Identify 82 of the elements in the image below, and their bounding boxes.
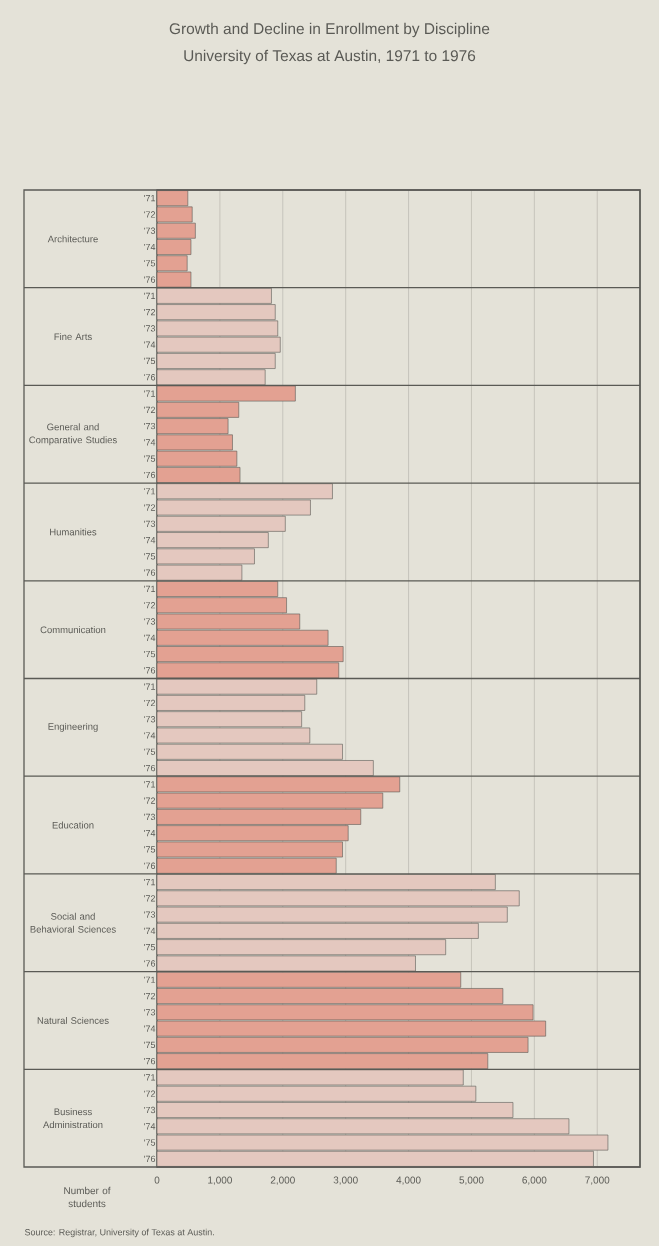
text: '71	[144, 781, 156, 788]
text: '75	[144, 944, 156, 951]
series-label: '74	[144, 243, 156, 251]
text: '76	[144, 1155, 156, 1163]
x-tick-label: 5,000	[459, 1176, 484, 1185]
text: '76	[144, 764, 156, 772]
text: '74	[144, 1025, 156, 1032]
chart-title: Growth and Decline in Enrollment by Discipline	[169, 22, 490, 38]
text: '75	[144, 748, 156, 755]
series-label: '75	[144, 260, 156, 267]
text: '76	[144, 960, 156, 967]
text: '72	[144, 504, 156, 511]
y-tick-label: Fine Arts	[54, 333, 92, 341]
y-tick-label: Architecture	[47, 235, 98, 243]
text: '74	[144, 634, 156, 641]
text: '72	[144, 895, 156, 902]
text: '71	[144, 390, 156, 397]
x-tick-label: 2,000	[270, 1176, 295, 1185]
text: '74	[144, 1123, 156, 1130]
text: '73	[144, 716, 156, 723]
text: '75	[144, 455, 156, 462]
text: '73	[144, 422, 156, 430]
text: '71	[144, 683, 156, 690]
text: '75	[144, 650, 156, 658]
text: '75	[144, 846, 156, 853]
text: '73	[144, 520, 156, 527]
x-tick-label: 0	[154, 1176, 160, 1184]
text: '72	[144, 992, 156, 1000]
y-tick-label: Engineering	[48, 722, 98, 732]
text: '71	[144, 976, 156, 983]
text: '75	[144, 1139, 156, 1146]
x-tick-label: 4,000	[396, 1176, 421, 1185]
x-axis-title: Number of students	[64, 1186, 111, 1208]
x-tick-label: 1,000	[208, 1176, 232, 1185]
text: '74	[144, 927, 156, 934]
series-label: '71	[144, 195, 156, 202]
text: '71	[144, 585, 156, 593]
y-tick-label: Communication	[40, 626, 106, 634]
series-label: '72	[144, 211, 156, 218]
text: '72	[144, 699, 156, 707]
text: '73	[144, 911, 156, 918]
x-tick-label: 7,000	[585, 1176, 610, 1185]
text: '74	[144, 732, 156, 739]
series-label: '73	[144, 227, 156, 234]
text: '76	[144, 374, 156, 381]
y-tick-label: Social and Behavioral Sciences	[30, 912, 116, 933]
text: '73	[144, 618, 156, 625]
y-tick-label: Humanities	[50, 528, 97, 536]
text: '73	[144, 813, 156, 821]
y-tick-label: Business Administration	[43, 1108, 103, 1129]
text: '76	[144, 569, 156, 576]
text: '72	[144, 797, 156, 804]
text: '72	[144, 602, 156, 609]
text: '76	[144, 1057, 156, 1065]
y-tick-label: Natural Sciences	[37, 1016, 109, 1024]
x-tick-label: 6,000	[522, 1176, 547, 1185]
y-tick-label: General and Comparative Studies	[29, 423, 117, 446]
text: '74	[144, 341, 156, 348]
x-tick-label: 3,000	[333, 1176, 358, 1185]
text: '73	[144, 1106, 156, 1114]
y-tick-label: Education	[52, 821, 94, 829]
text: '75	[144, 553, 156, 560]
text: '74	[144, 439, 156, 446]
chart-subtitle: University of Texas at Austin, 1971 to 1976	[184, 49, 476, 65]
text: '75	[144, 1041, 156, 1049]
text: '71	[144, 292, 156, 299]
text: '76	[144, 471, 156, 479]
source-note: Source: Registrar, University of Texas at Austin.	[24, 1228, 214, 1238]
text: '71	[144, 1074, 156, 1081]
series-label: '76	[144, 276, 156, 283]
text: '72	[144, 1090, 156, 1097]
text: '75	[144, 357, 156, 365]
text: '72	[144, 308, 156, 316]
text: '73	[144, 1009, 156, 1016]
text: '73	[144, 325, 156, 332]
text: '76	[144, 862, 156, 869]
text: '71	[144, 488, 156, 495]
text: '74	[144, 830, 156, 837]
text: '74	[144, 537, 156, 544]
text: '72	[144, 406, 156, 413]
text: '71	[144, 878, 156, 886]
text: '76	[144, 667, 156, 674]
